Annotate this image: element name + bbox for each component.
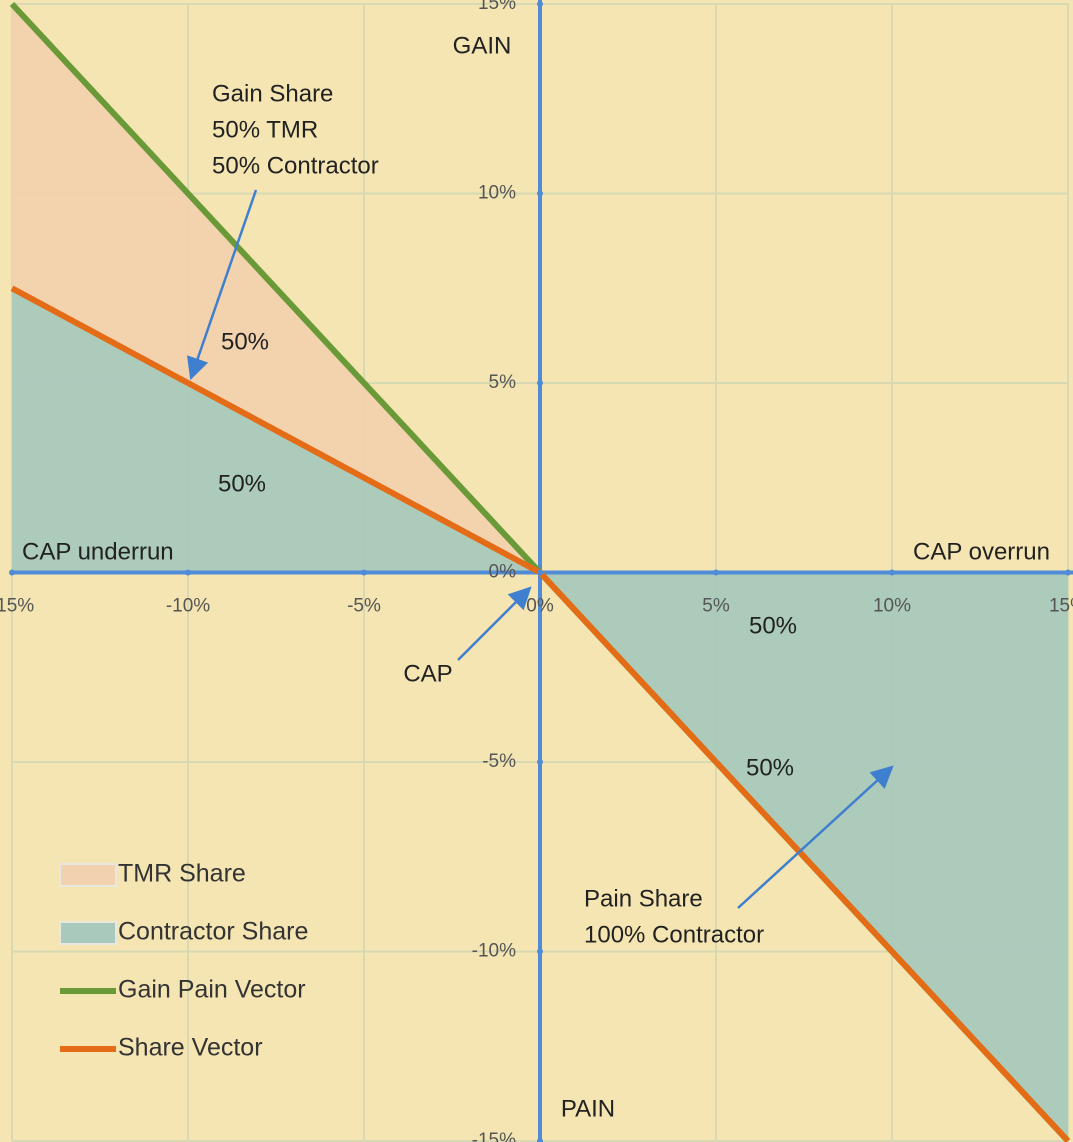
annotation: PAIN: [561, 1095, 615, 1122]
legend-swatch: [59, 921, 117, 945]
arrow: [737, 765, 894, 909]
legend-label: TMR Share: [118, 860, 246, 888]
tick-mark: [1065, 569, 1071, 576]
tick-mark: [537, 1, 543, 7]
tick-mark: [537, 190, 543, 197]
annotation: 50%: [746, 754, 794, 781]
tick-mark: [537, 948, 543, 955]
annotation: GAIN: [453, 32, 512, 59]
legend-label: Share Vector: [118, 1034, 263, 1062]
annotation: 50%: [221, 328, 269, 355]
annotation-arrows: [186, 189, 894, 909]
annotation: CAP underrun: [22, 538, 174, 565]
area: [12, 288, 1068, 1141]
x-tick-label: -10%: [166, 596, 210, 617]
y-tick-label: -5%: [482, 751, 516, 772]
annotation: Pain Share: [584, 885, 703, 912]
y-tick-label: -10%: [472, 941, 516, 962]
annotation: CAP overrun: [913, 538, 1050, 565]
tick-mark: [889, 569, 895, 576]
legend-label: Gain Pain Vector: [118, 976, 306, 1004]
x-tick-label: 10%: [873, 596, 911, 617]
tick-mark: [9, 569, 15, 576]
tick-mark: [185, 569, 191, 576]
y-tick-label: 5%: [489, 372, 517, 393]
x-tick-label: 15%: [1049, 596, 1073, 617]
y-tick-label: 10%: [478, 183, 516, 204]
annotation: 50% Contractor: [212, 152, 379, 179]
x-tick-label: -15%: [0, 596, 34, 617]
tick-mark: [537, 1138, 543, 1142]
legend-label: Contractor Share: [118, 918, 308, 946]
tick-mark: [537, 759, 543, 765]
annotation: 50% TMR: [212, 116, 318, 143]
annotation: 50%: [218, 470, 266, 497]
x-tick-label: -5%: [347, 596, 381, 617]
tick-mark: [537, 569, 543, 576]
y-tick-label: 15%: [478, 0, 516, 14]
tick-mark: [713, 569, 719, 576]
y-tick-label: 0%: [489, 562, 517, 583]
annotation: 50%: [749, 612, 797, 639]
tick-mark: [361, 569, 367, 576]
annotation: CAP: [403, 660, 452, 687]
annotation: Gain Share: [212, 80, 333, 107]
x-tick-label: 5%: [702, 596, 730, 617]
legend-swatch: [59, 863, 117, 887]
annotation: 100% Contractor: [584, 921, 764, 948]
tick-mark: [537, 380, 543, 386]
y-tick-label: -15%: [472, 1130, 516, 1142]
arrow: [186, 189, 258, 381]
x-tick-label: 0%: [526, 596, 554, 617]
arrow: [457, 586, 532, 661]
